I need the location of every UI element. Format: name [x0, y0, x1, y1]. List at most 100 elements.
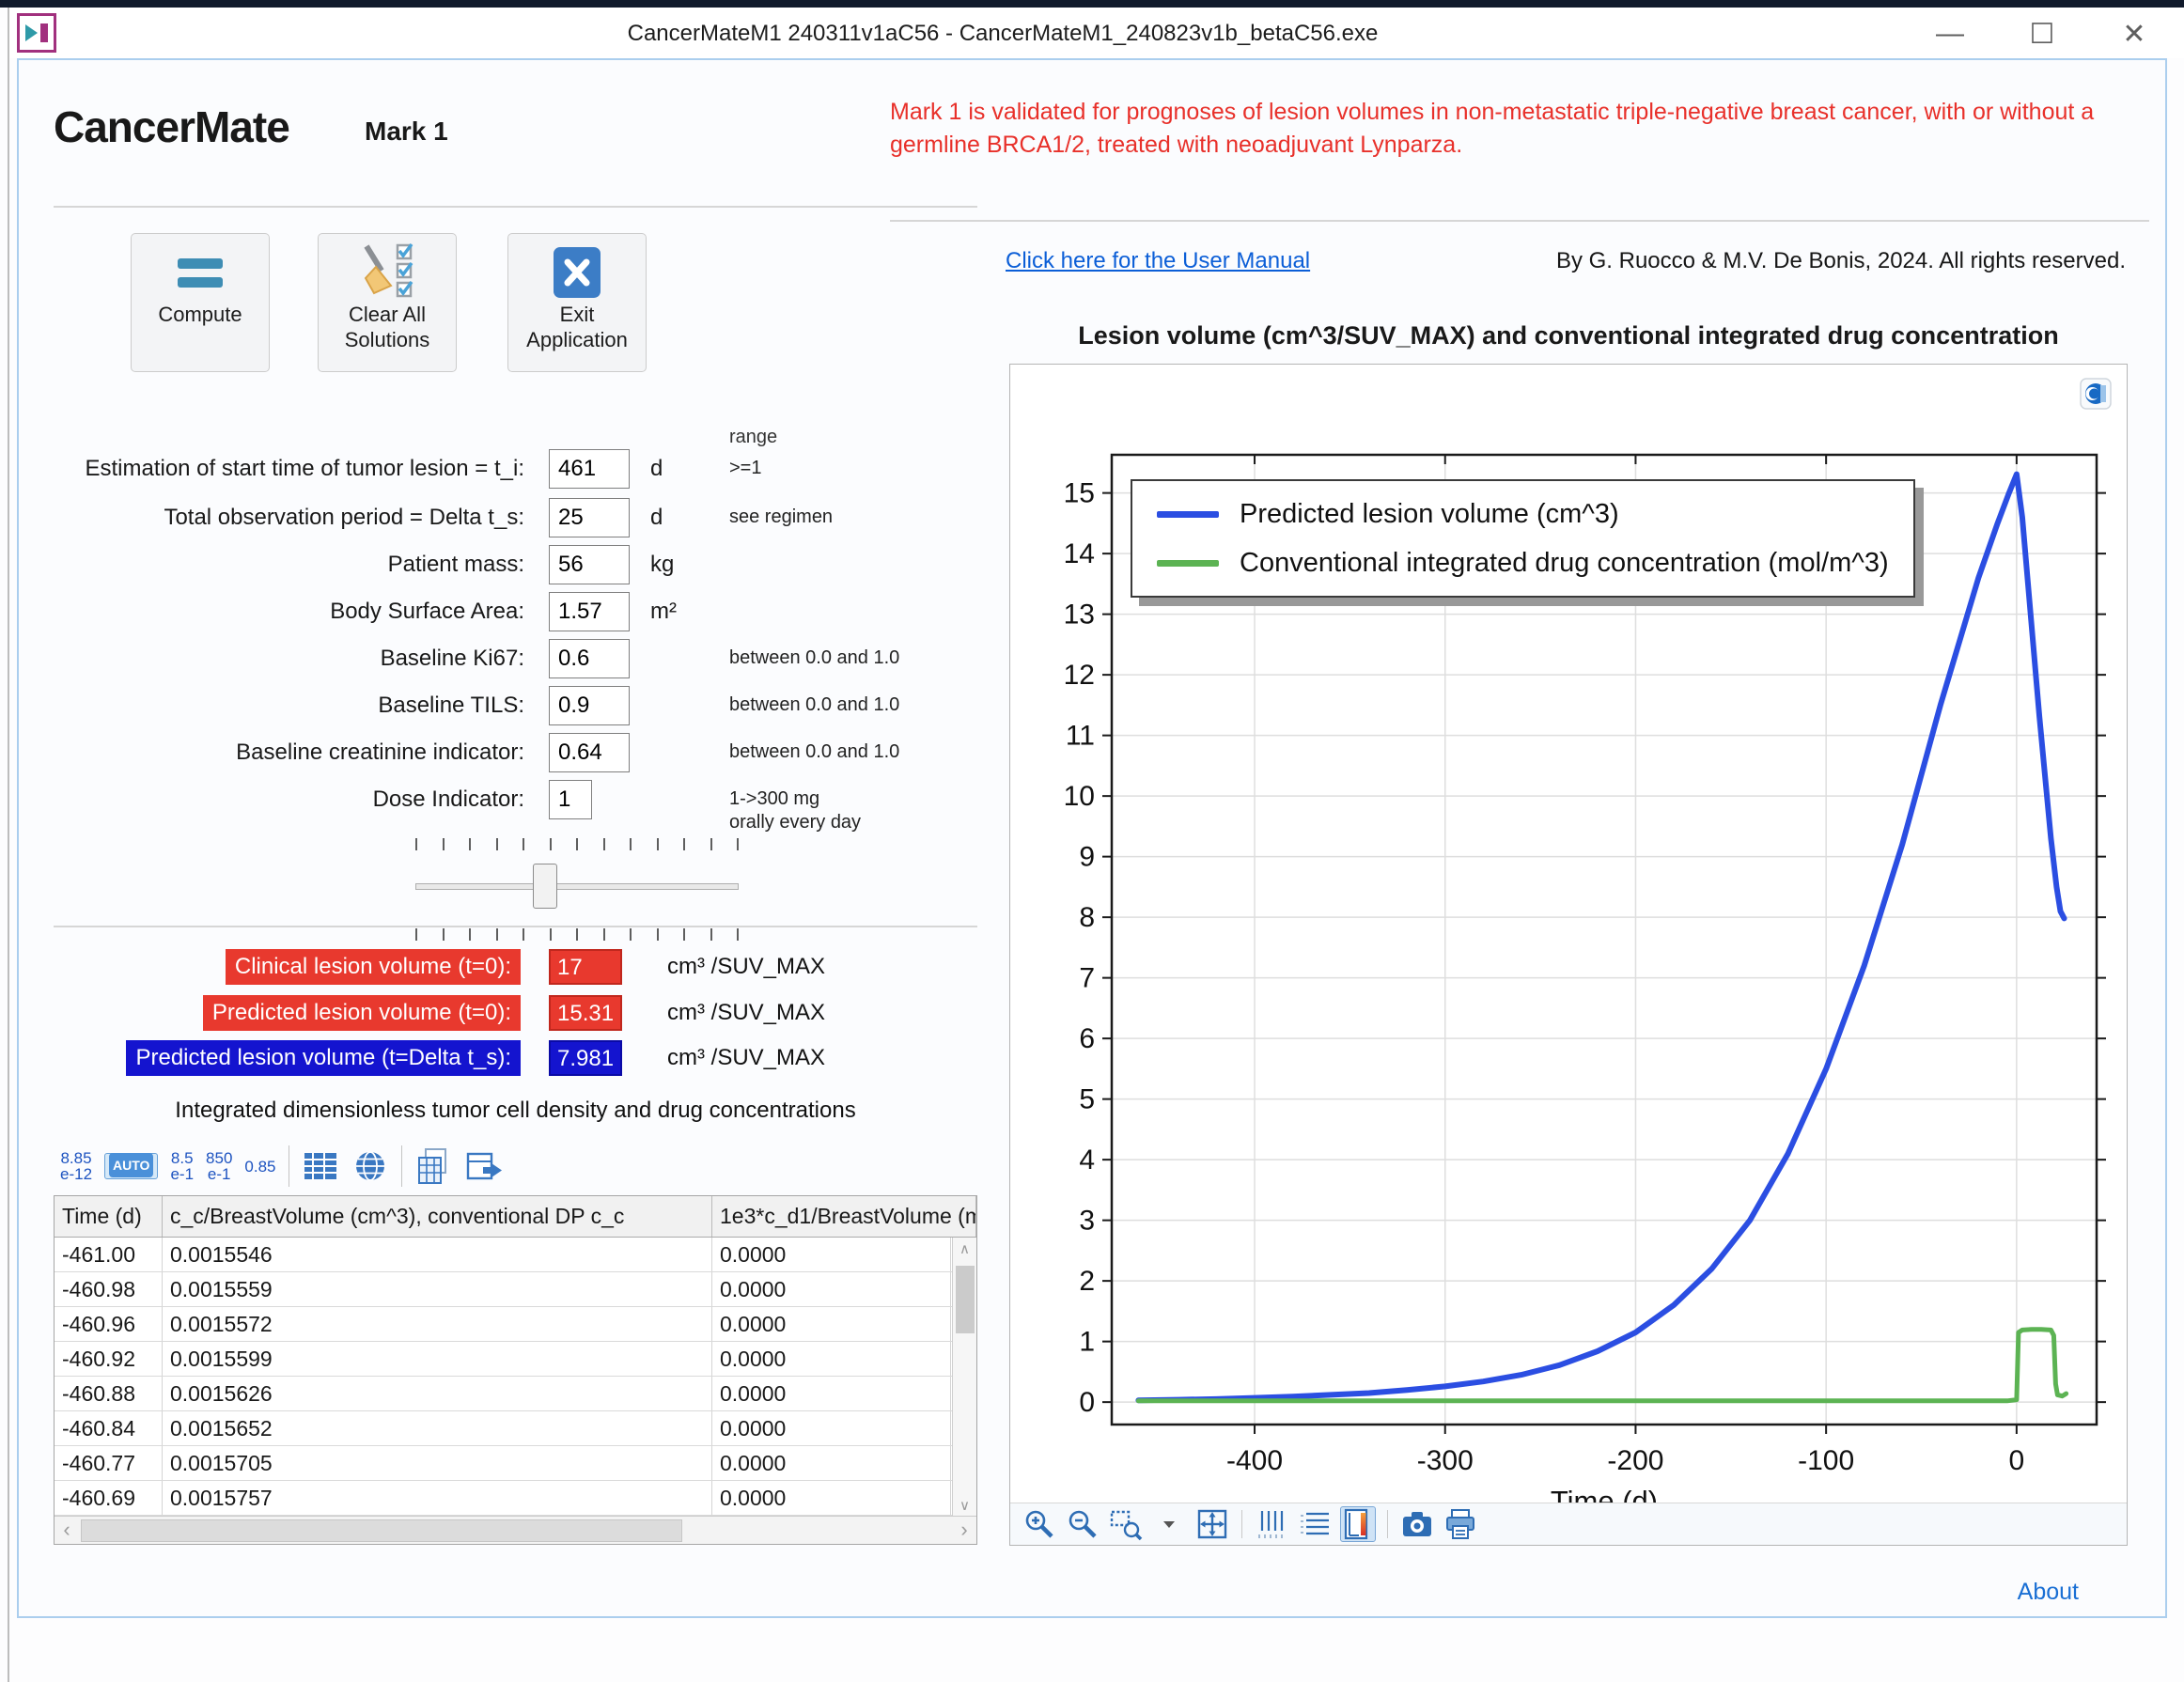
- caret-down-icon[interactable]: [1151, 1506, 1187, 1542]
- scroll-up-arrow[interactable]: ∧: [959, 1241, 970, 1257]
- precision-8.5e-1-button[interactable]: 8.5 e-1: [170, 1149, 195, 1183]
- window-title: CancerMateM1 240311v1aC56 - CancerMateM1…: [627, 21, 1379, 46]
- input-ki67[interactable]: [549, 639, 630, 678]
- auto-format-button[interactable]: AUTO: [104, 1153, 159, 1179]
- table-row[interactable]: -460.96 0.0015572 0.0000: [55, 1307, 976, 1342]
- table-row[interactable]: -460.98 0.0015559 0.0000: [55, 1272, 976, 1307]
- table-cell: 0.0000: [712, 1411, 951, 1445]
- zoom-in-icon[interactable]: [1022, 1506, 1057, 1542]
- y-tick-label: 5: [1079, 1084, 1095, 1115]
- exit-button[interactable]: Exit Application: [507, 233, 647, 372]
- tick-mark: [469, 838, 471, 850]
- tick-mark: [683, 928, 685, 941]
- globe-icon[interactable]: [351, 1147, 389, 1185]
- export-table-icon[interactable]: [464, 1146, 504, 1186]
- x-tick-label: 0: [2009, 1445, 2025, 1476]
- table-cell: 0.0000: [712, 1342, 951, 1376]
- table-cell: 0.0000: [712, 1307, 951, 1341]
- y-grid-icon[interactable]: [1297, 1506, 1333, 1542]
- y-tick-label: 1: [1079, 1327, 1095, 1358]
- y-tick-label: 14: [1064, 538, 1095, 569]
- unit-delta_t_s: d: [650, 505, 663, 530]
- input-bsa[interactable]: [549, 592, 630, 631]
- print-icon[interactable]: [1443, 1506, 1478, 1542]
- divider: [54, 926, 977, 927]
- slider-handle[interactable]: [533, 864, 557, 909]
- tick-mark: [630, 928, 632, 941]
- comsol-logo-icon[interactable]: [2080, 378, 2112, 414]
- range-note-ki67: between 0.0 and 1.0: [729, 647, 900, 668]
- compute-button[interactable]: Compute: [131, 233, 270, 372]
- app-model-label: Mark 1: [365, 117, 448, 146]
- full-precision-table-icon[interactable]: [302, 1147, 339, 1185]
- broom-checklist-icon: [319, 234, 456, 302]
- fit-view-icon[interactable]: [1194, 1506, 1230, 1542]
- input-tils[interactable]: [549, 686, 630, 725]
- precision-0.85-button[interactable]: 0.85: [244, 1157, 276, 1176]
- y-tick-label: 15: [1064, 478, 1095, 509]
- table-row[interactable]: -460.92 0.0015599 0.0000: [55, 1342, 976, 1377]
- toolbar-separator: [400, 1145, 402, 1187]
- tick-mark: [576, 928, 578, 941]
- zoom-box-icon[interactable]: [1108, 1506, 1144, 1542]
- close-button[interactable]: ✕: [2122, 18, 2146, 50]
- snapshot-icon[interactable]: [1399, 1506, 1435, 1542]
- table-section-title: Integrated dimensionless tumor cell dens…: [175, 1098, 856, 1123]
- auto-badge: AUTO: [109, 1153, 154, 1177]
- main-window-content: CancerMate Mark 1 Mark 1 is validated fo…: [17, 58, 2167, 1618]
- slider-track[interactable]: [415, 883, 739, 890]
- y-tick-label: 2: [1079, 1266, 1095, 1297]
- table-cell: -460.88: [55, 1377, 163, 1410]
- result-value-predicted_tds: 7.981: [549, 1040, 622, 1076]
- result-value-clinical_t0: 17: [549, 949, 622, 985]
- minimize-button[interactable]: —: [1936, 18, 1964, 49]
- input-delta_t_s[interactable]: [549, 498, 630, 537]
- legend-line-swatch: [1157, 559, 1219, 567]
- scroll-left-arrow[interactable]: ‹: [63, 1518, 70, 1541]
- axes-color-icon[interactable]: [1340, 1506, 1376, 1542]
- table-row[interactable]: -460.69 0.0015757 0.0000: [55, 1481, 976, 1516]
- user-manual-link[interactable]: Click here for the User Manual: [1006, 248, 1311, 273]
- toolbar-separator: [1387, 1510, 1388, 1538]
- tick-mark: [415, 928, 417, 941]
- input-mass[interactable]: [549, 545, 630, 584]
- zoom-out-icon[interactable]: [1065, 1506, 1100, 1542]
- y-tick-label: 10: [1064, 781, 1095, 812]
- window-left-edge: [8, 8, 9, 1682]
- maximize-button[interactable]: ☐: [2029, 18, 2055, 50]
- input-creatinine[interactable]: [549, 733, 630, 772]
- about-link[interactable]: About: [2017, 1579, 2079, 1605]
- input-t_i[interactable]: [549, 449, 630, 489]
- dose-indicator-slider[interactable]: [415, 838, 739, 943]
- clear-button[interactable]: Clear All Solutions: [318, 233, 457, 372]
- precision-850e-1-button[interactable]: 850 e-1: [206, 1149, 233, 1183]
- table-row[interactable]: -460.84 0.0015652 0.0000: [55, 1411, 976, 1446]
- divider: [890, 220, 2149, 222]
- scroll-down-arrow[interactable]: ∨: [959, 1498, 970, 1514]
- table-row[interactable]: -460.88 0.0015626 0.0000: [55, 1377, 976, 1411]
- table-cell: 0.0015599: [163, 1342, 712, 1376]
- x-axis-label: Time (d): [1551, 1485, 1658, 1503]
- precision-8.85e-12-button[interactable]: 8.85 e-12: [60, 1149, 93, 1183]
- scrollbar-thumb[interactable]: [81, 1519, 682, 1542]
- table-vertical-scrollbar[interactable]: ∧ ∨: [952, 1238, 976, 1516]
- clear-button-label: Clear All Solutions: [344, 303, 430, 351]
- table-cell: 0.0000: [712, 1272, 951, 1306]
- table-row[interactable]: -461.00 0.0015546 0.0000: [55, 1238, 976, 1272]
- tick-mark: [683, 838, 685, 850]
- input-dose[interactable]: [549, 780, 592, 819]
- table-cell: 0.0015757: [163, 1481, 712, 1515]
- legend-item: Conventional integrated drug concentrati…: [1157, 543, 1889, 583]
- table-cell: -460.98: [55, 1272, 163, 1306]
- table-row[interactable]: -460.77 0.0015705 0.0000: [55, 1446, 976, 1481]
- table-horizontal-scrollbar[interactable]: ‹ ›: [55, 1516, 976, 1544]
- table-cell: 0.0000: [712, 1481, 951, 1515]
- scrollbar-thumb[interactable]: [956, 1266, 975, 1333]
- copy-table-icon[interactable]: [414, 1146, 452, 1186]
- tick-mark: [442, 928, 445, 941]
- scroll-right-arrow[interactable]: ›: [960, 1518, 968, 1541]
- x-grid-icon[interactable]: [1254, 1506, 1289, 1542]
- x-tick-label: -100: [1798, 1445, 1854, 1476]
- table-cell: -460.69: [55, 1481, 163, 1515]
